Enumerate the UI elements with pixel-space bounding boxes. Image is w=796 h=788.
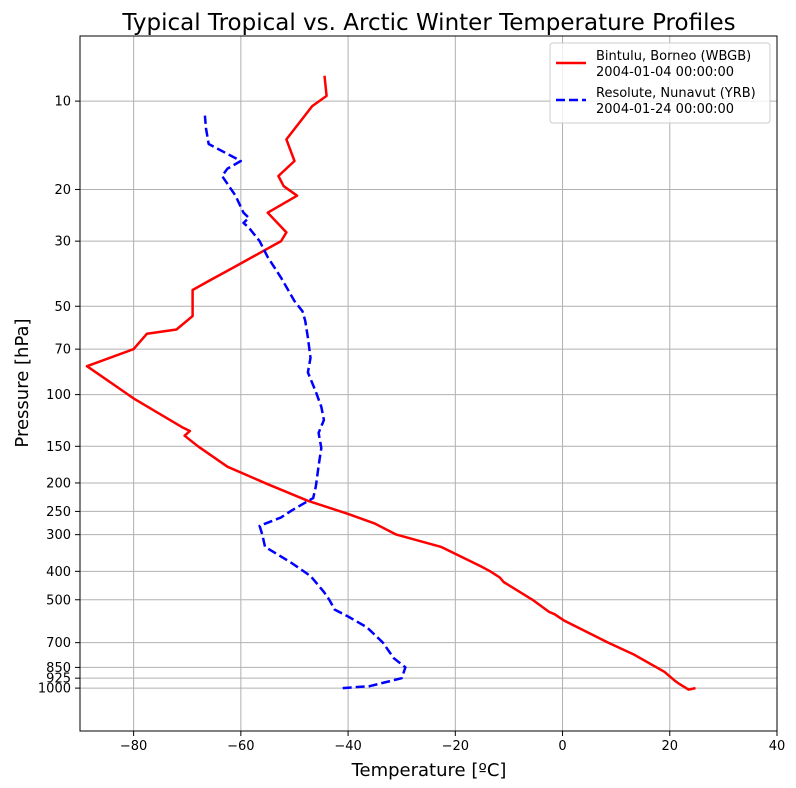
y-tick-label: 10 <box>54 95 71 110</box>
y-tick-label: 700 <box>46 636 71 651</box>
y-tick-label: 400 <box>46 565 71 580</box>
y-tick-label: 200 <box>46 476 71 491</box>
series-line-resolute <box>203 115 407 690</box>
y-tick-label: 70 <box>54 343 71 358</box>
legend-box <box>549 42 771 124</box>
series-line-bintulu <box>85 75 696 691</box>
y-tick-label: 300 <box>46 528 71 543</box>
y-tick-label: 250 <box>46 505 71 520</box>
y-tick-label: 850 <box>46 661 71 676</box>
series-layer <box>85 75 696 691</box>
x-tick-label: −40 <box>334 739 361 754</box>
legend-date-bintulu: 2004-01-04 00:00:00 <box>596 65 734 80</box>
x-tick-label: −20 <box>442 739 469 754</box>
legend-label-resolute: Resolute, Nunavut (YRB) <box>596 86 756 101</box>
x-tick-label: 20 <box>661 739 678 754</box>
legend-date-resolute: 2004-01-24 00:00:00 <box>596 102 734 117</box>
x-tick-label: 40 <box>769 739 786 754</box>
grid <box>80 36 778 731</box>
y-tick-label: 20 <box>54 183 71 198</box>
y-axis-ticks: 10 20 30 50 70 100 150 200 250 300 400 500 700 850925… <box>38 95 80 697</box>
y-tick-label: 925 <box>46 672 71 687</box>
x-tick-label: 0 <box>558 739 566 754</box>
y-tick-label: 500 <box>46 593 71 608</box>
y-tick-label: 50 <box>54 300 71 315</box>
legend: Bintulu, Borneo (WBGB) 2004-01-04 00:00:… <box>549 42 771 124</box>
plot-frame <box>79 35 778 732</box>
x-tick-label: −60 <box>227 739 254 754</box>
y-tick-label: 100 <box>46 388 71 403</box>
y-tick-label: 1000 <box>38 682 71 697</box>
x-axis-ticks: −80 −60 −40 −20 0 20 40 <box>120 731 785 754</box>
chart-title: Typical Tropical vs. Arctic Winter Tempe… <box>121 10 735 36</box>
legend-label-bintulu: Bintulu, Borneo (WBGB) <box>596 49 751 64</box>
x-axis-label: Temperature [ºC] <box>351 760 507 781</box>
y-tick-label: 30 <box>54 235 71 250</box>
x-tick-label: −80 <box>120 739 147 754</box>
y-tick-label: 150 <box>46 440 71 455</box>
y-axis-label: Pressure [hPa] <box>12 318 33 447</box>
